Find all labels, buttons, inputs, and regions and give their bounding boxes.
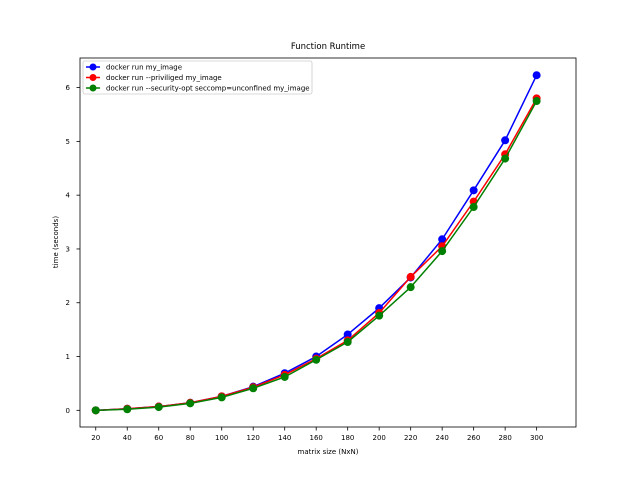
data-point xyxy=(438,235,447,244)
data-point xyxy=(501,136,510,145)
x-tick-label: 260 xyxy=(467,434,480,442)
x-tick-label: 180 xyxy=(341,434,354,442)
plot-area xyxy=(91,71,541,415)
data-point xyxy=(280,372,289,381)
data-point xyxy=(438,247,447,256)
data-point xyxy=(186,399,195,408)
y-tick-label: 6 xyxy=(66,84,71,92)
x-tick-label: 240 xyxy=(435,434,448,442)
chart-title: Function Runtime xyxy=(291,42,365,52)
legend-marker xyxy=(89,63,97,71)
data-point xyxy=(91,406,100,415)
legend-marker xyxy=(89,74,97,81)
x-tick-label: 40 xyxy=(123,434,132,442)
legend-label: docker run my_image xyxy=(106,64,182,72)
legend-frame xyxy=(82,60,313,95)
data-point xyxy=(501,154,510,163)
x-axis-label: matrix size (NxN) xyxy=(298,448,359,456)
x-tick-label: 280 xyxy=(498,434,511,442)
y-axis: 0 1 2 3 4 5 6 xyxy=(66,84,80,415)
x-tick-label: 80 xyxy=(186,434,195,442)
data-point xyxy=(469,202,478,211)
x-tick-label: 120 xyxy=(247,434,260,442)
data-point xyxy=(532,71,541,80)
data-point xyxy=(532,97,541,106)
data-point xyxy=(469,186,478,195)
y-tick-label: 3 xyxy=(66,245,70,253)
y-tick-label: 4 xyxy=(66,192,71,200)
data-point xyxy=(375,311,384,320)
y-axis-label: time (seconds) xyxy=(52,216,60,268)
axes-frame xyxy=(79,57,577,428)
x-tick-label: 60 xyxy=(154,434,163,442)
data-point xyxy=(154,403,163,412)
x-tick-label: 140 xyxy=(278,434,291,442)
legend-marker xyxy=(89,84,97,92)
legend-entry: docker run my_image xyxy=(86,63,182,72)
y-tick-label: 2 xyxy=(66,299,70,307)
y-tick-label: 5 xyxy=(66,138,70,146)
legend-entry: docker run --priviliged my_image xyxy=(86,74,222,82)
legend-label: docker run --security-opt seccomp=unconf… xyxy=(106,85,310,93)
y-tick-label: 0 xyxy=(66,407,70,415)
data-point xyxy=(406,283,415,292)
x-tick-label: 300 xyxy=(530,434,543,442)
x-tick-label: 220 xyxy=(404,434,417,442)
data-point xyxy=(343,330,352,339)
y-tick-label: 1 xyxy=(66,353,70,361)
x-tick-label: 200 xyxy=(372,434,385,442)
series-3 xyxy=(91,97,541,415)
data-point xyxy=(217,393,226,402)
data-point xyxy=(123,405,132,414)
x-tick-label: 100 xyxy=(215,434,228,442)
x-tick-label: 160 xyxy=(310,434,323,442)
data-point xyxy=(312,355,321,364)
data-point xyxy=(406,272,415,281)
legend-label: docker run --priviliged my_image xyxy=(106,74,222,82)
data-point xyxy=(249,384,258,393)
legend-entry: docker run --security-opt seccomp=unconf… xyxy=(86,84,310,93)
data-point xyxy=(343,338,352,347)
x-tick-label: 20 xyxy=(91,434,100,442)
x-axis: 20 40 60 80 100 120 140 160 180 200 220 240 260 280 30… xyxy=(91,427,543,442)
